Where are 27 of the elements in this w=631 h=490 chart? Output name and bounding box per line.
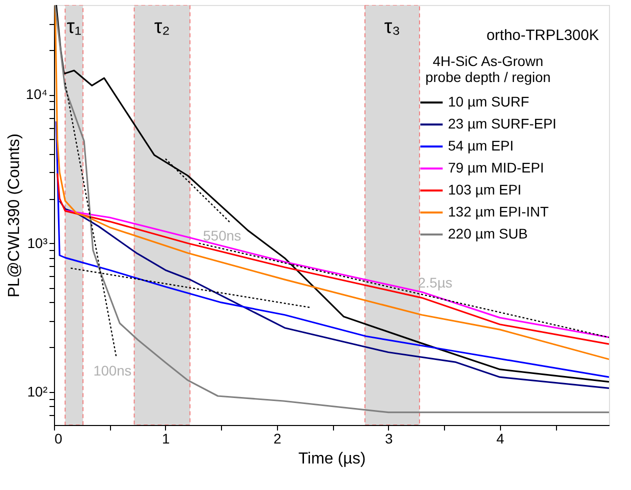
band-label: τ₁ bbox=[66, 16, 82, 38]
y-axis-title: PL@CWL390 (Counts) bbox=[6, 134, 23, 298]
x-tick-label: 1 bbox=[162, 430, 170, 446]
x-tick-label: 3 bbox=[384, 430, 393, 446]
annotation: 2.5µs bbox=[418, 274, 452, 290]
x-axis-title: Time (µs) bbox=[298, 450, 366, 468]
y-tick-label: 10³ bbox=[27, 234, 48, 251]
legend-title: 4H-SiC As-Grown probe depth / region bbox=[425, 53, 551, 85]
legend-label: 132 µm EPI-INT bbox=[448, 204, 550, 220]
legend-label: 10 µm SURF bbox=[448, 94, 530, 110]
x-tick-label: 0 bbox=[54, 430, 62, 446]
y-tick-label: 10⁴ bbox=[26, 86, 48, 102]
line-series bbox=[58, 200, 609, 390]
y-tick-label: 10² bbox=[27, 384, 48, 400]
legend-label: 220 µm SUB bbox=[448, 226, 528, 242]
legend-label: 23 µm SURF-EPI bbox=[448, 116, 556, 132]
legend-label: 79 µm MID-EPI bbox=[448, 160, 544, 176]
legend-label: 54 µm EPI bbox=[448, 138, 514, 154]
x-tick-label: 2 bbox=[273, 430, 282, 446]
line-series bbox=[55, 120, 609, 378]
band-label: τ₂ bbox=[154, 16, 170, 38]
x-tick-label: 4 bbox=[496, 430, 504, 446]
annotation: 550ns bbox=[203, 227, 242, 244]
legend-label: 103 µm EPI bbox=[448, 182, 522, 198]
annotation: 100ns bbox=[93, 362, 132, 379]
annotation: ortho-TRPL300K bbox=[486, 27, 599, 44]
band-label: τ₃ bbox=[384, 16, 400, 38]
